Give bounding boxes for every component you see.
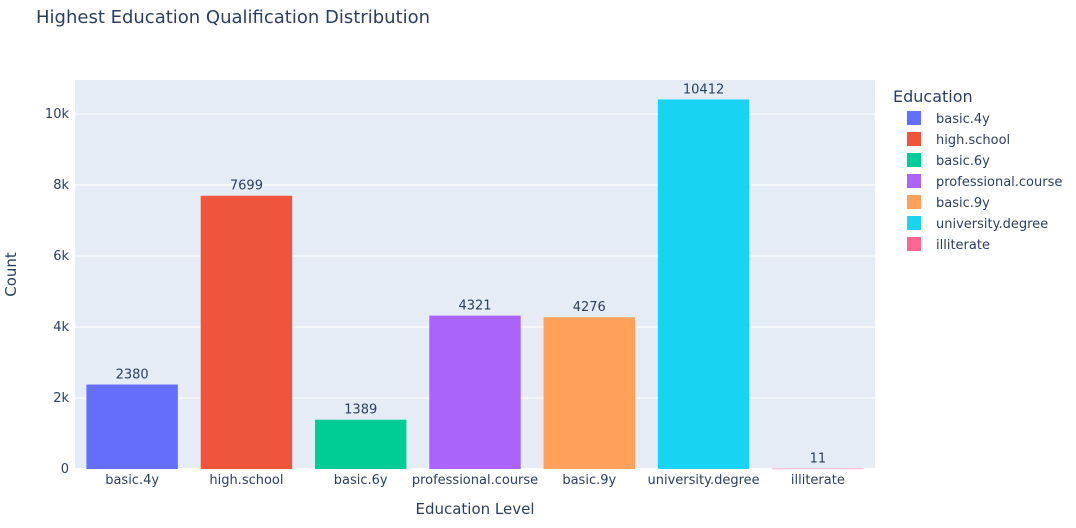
y-tick-label: 10k <box>45 107 70 122</box>
legend: Education basic.4y high.school basic.6y pro… <box>893 87 1062 253</box>
legend-entry-label[interactable]: basic.4y <box>936 112 990 127</box>
x-tick-label: high.school <box>209 473 283 488</box>
x-tick-label: basic.6y <box>334 473 388 488</box>
legend-swatch-basic.4y[interactable] <box>907 111 921 125</box>
bar-value-label: 1389 <box>344 403 377 418</box>
legend-swatch-professional.course[interactable] <box>907 174 921 188</box>
x-tick-label: professional.course <box>412 473 538 488</box>
y-tick-label: 6k <box>53 249 69 264</box>
legend-entry-label[interactable]: basic.9y <box>936 196 990 211</box>
legend-entry-label[interactable]: illiterate <box>936 238 990 253</box>
bar-illiterate <box>772 468 864 470</box>
bar-basic.6y <box>315 419 407 469</box>
legend-entry-label[interactable]: high.school <box>936 133 1010 148</box>
legend-swatch-basic.9y[interactable] <box>907 195 921 209</box>
bar-basic.4y <box>86 384 178 469</box>
bar-value-label: 10412 <box>683 82 724 97</box>
x-tick-label: basic.4y <box>105 473 159 488</box>
bar-value-label: 7699 <box>230 179 263 194</box>
legend-entry-label[interactable]: university.degree <box>936 217 1048 232</box>
bar-value-label: 11 <box>810 452 827 467</box>
axis-ticks: 0 2k 4k 6k 8k 10k basic.4y high.school basic.6y p… <box>45 107 845 488</box>
bar-value-label: 4276 <box>573 300 606 315</box>
x-tick-label: basic.9y <box>562 473 616 488</box>
legend-swatch-university.degree[interactable] <box>907 216 921 230</box>
x-tick-label: illiterate <box>791 473 845 488</box>
x-tick-label: university.degree <box>648 473 760 488</box>
bar-university.degree <box>657 99 750 469</box>
x-axis-title: Education Level <box>415 500 534 518</box>
y-tick-label: 2k <box>53 391 69 406</box>
bar-high.school <box>200 195 293 469</box>
legend-swatch-basic.6y[interactable] <box>907 153 921 167</box>
bars: 2380 7699 1389 4321 4276 10412 11 <box>86 82 864 470</box>
bar-professional.course <box>429 315 521 469</box>
y-axis-title: Count <box>2 252 20 297</box>
legend-swatch-illiterate[interactable] <box>907 237 921 251</box>
bar-basic.9y <box>543 317 635 469</box>
y-tick-label: 8k <box>53 178 69 193</box>
legend-title: Education <box>893 87 973 106</box>
legend-entry-label[interactable]: basic.6y <box>936 154 990 169</box>
bar-value-label: 4321 <box>458 299 491 314</box>
y-tick-label: 0 <box>61 462 69 477</box>
legend-entry-label[interactable]: professional.course <box>936 175 1062 190</box>
legend-swatch-high.school[interactable] <box>907 132 921 146</box>
chart-title: Highest Education Qualification Distribu… <box>36 7 431 28</box>
y-tick-label: 4k <box>53 320 69 335</box>
bar-value-label: 2380 <box>116 368 149 383</box>
